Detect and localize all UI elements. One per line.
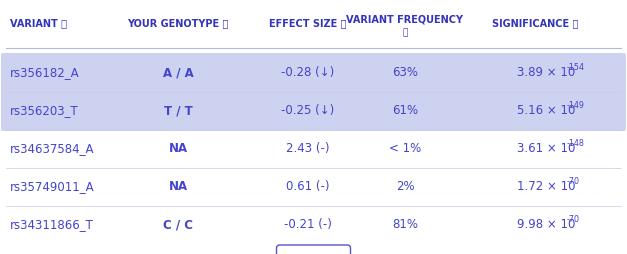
- Text: 1.72 × 10: 1.72 × 10: [517, 180, 576, 193]
- Text: rs35749011_A: rs35749011_A: [10, 180, 95, 193]
- FancyBboxPatch shape: [1, 54, 626, 94]
- Text: rs34311866_T: rs34311866_T: [10, 218, 94, 231]
- Text: YOUR GENOTYPE ⓘ: YOUR GENOTYPE ⓘ: [127, 18, 229, 28]
- Text: ⓘ: ⓘ: [403, 28, 408, 37]
- Text: EFFECT SIZE ⓘ: EFFECT SIZE ⓘ: [269, 18, 347, 28]
- Text: T / T: T / T: [164, 104, 192, 117]
- Text: 5.16 × 10: 5.16 × 10: [517, 104, 576, 117]
- Text: VARIANT ⓘ: VARIANT ⓘ: [10, 18, 67, 28]
- Text: -70: -70: [567, 177, 580, 186]
- Text: 81%: 81%: [392, 218, 418, 231]
- Text: -148: -148: [567, 139, 585, 148]
- Text: VARIANT FREQUENCY: VARIANT FREQUENCY: [347, 14, 463, 24]
- Text: C / C: C / C: [163, 218, 193, 231]
- Text: rs34637584_A: rs34637584_A: [10, 142, 95, 155]
- Text: -0.28 (↓): -0.28 (↓): [282, 66, 335, 79]
- Text: -154: -154: [567, 63, 585, 72]
- Text: 9.98 × 10: 9.98 × 10: [517, 218, 576, 231]
- Text: 2%: 2%: [396, 180, 414, 193]
- Text: SIGNIFICANCE ⓘ: SIGNIFICANCE ⓘ: [492, 18, 578, 28]
- Text: -149: -149: [567, 101, 585, 110]
- Text: NA: NA: [169, 142, 187, 155]
- Text: rs356182_A: rs356182_A: [10, 66, 80, 79]
- Text: A / A: A / A: [162, 66, 193, 79]
- Text: -70: -70: [567, 215, 580, 224]
- Text: 3.61 × 10: 3.61 × 10: [517, 142, 576, 155]
- Text: 63%: 63%: [392, 66, 418, 79]
- Text: 0.61 (-): 0.61 (-): [287, 180, 330, 193]
- Text: -0.25 (↓): -0.25 (↓): [282, 104, 335, 117]
- Text: 2.43 (-): 2.43 (-): [287, 142, 330, 155]
- Text: -0.21 (-): -0.21 (-): [284, 218, 332, 231]
- Text: NA: NA: [169, 180, 187, 193]
- FancyBboxPatch shape: [1, 92, 626, 132]
- Text: < 1%: < 1%: [389, 142, 421, 155]
- Text: 61%: 61%: [392, 104, 418, 117]
- Text: rs356203_T: rs356203_T: [10, 104, 79, 117]
- FancyBboxPatch shape: [277, 245, 350, 254]
- Text: 3.89 × 10: 3.89 × 10: [517, 66, 575, 79]
